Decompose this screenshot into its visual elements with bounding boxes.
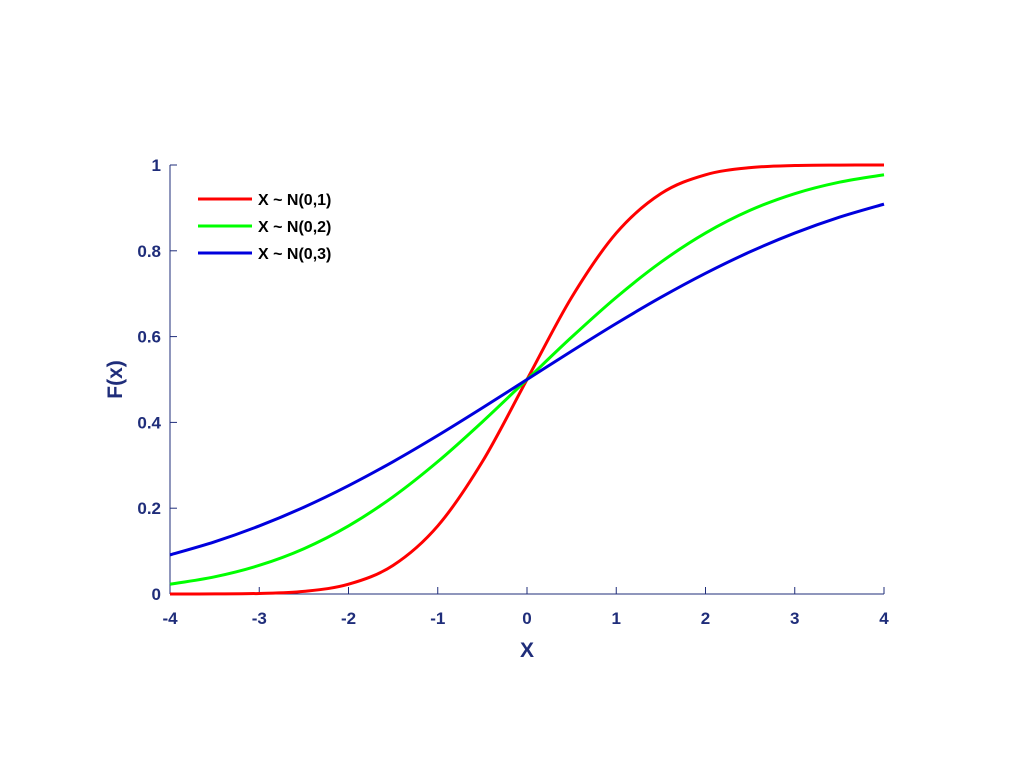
x-tick-label: 2 [701, 609, 710, 628]
y-tick-label: 0.6 [137, 328, 161, 347]
x-tick-label: 3 [790, 609, 799, 628]
series-line-3 [169, 202, 885, 557]
x-axis-title: X [520, 639, 534, 662]
legend-label-3: X ~ N(0,3) [258, 246, 331, 263]
y-tick-label: 0.2 [137, 499, 161, 518]
x-tick-label: -1 [430, 609, 445, 628]
legend-label-2: X ~ N(0,2) [258, 219, 331, 236]
x-tick-label: -2 [341, 609, 356, 628]
axes: -4 -3 -2 -1 0 1 2 3 4 0 0.2 0.4 0.6 0.8 1 [137, 156, 889, 628]
y-tick-label: 0 [152, 585, 161, 604]
y-tick-label: 0.4 [137, 413, 161, 432]
x-tick-label: 1 [612, 609, 621, 628]
y-tick-label: 1 [152, 156, 161, 175]
series-lines [169, 163, 885, 596]
legend-label-1: X ~ N(0,1) [258, 192, 331, 209]
x-tick-label: -4 [162, 609, 178, 628]
y-tick-label: 0.8 [137, 242, 161, 261]
x-tick-label: -3 [252, 609, 267, 628]
x-tick-label: 4 [879, 609, 889, 628]
y-axis-title: F(x) [104, 360, 127, 399]
legend: X ~ N(0,1) X ~ N(0,2) X ~ N(0,3) [198, 192, 331, 263]
x-tick-label: 0 [522, 609, 531, 628]
